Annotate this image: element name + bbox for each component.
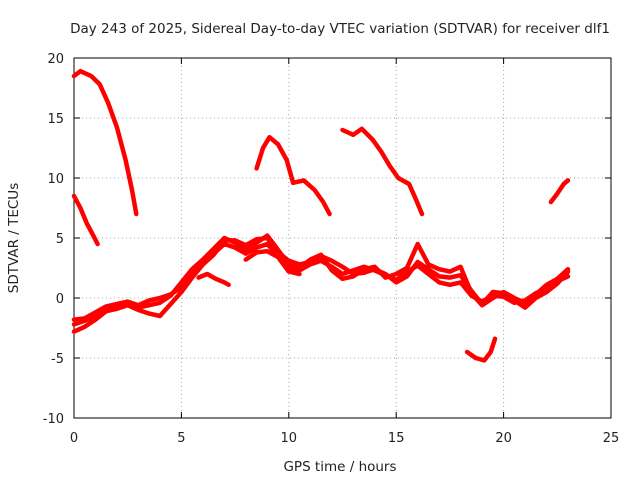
y-tick-label: 0 (56, 292, 64, 307)
axis-ticks: 0 5 10 15 20 25 -10 -5 0 5 10 15 20 (43, 52, 620, 446)
series-arc-k (243, 248, 302, 277)
series-arc-i (71, 233, 571, 327)
grid (74, 58, 611, 418)
x-tick-label: 25 (603, 431, 620, 446)
chart-title: Day 243 of 2025, Sidereal Day-to-day VTE… (70, 21, 610, 37)
x-tick-label: 15 (388, 431, 405, 446)
series-arc-b (71, 193, 100, 247)
x-tick-label: 0 (70, 431, 78, 446)
series-arc-c (254, 134, 332, 217)
x-tick-label: 10 (281, 431, 298, 446)
y-tick-label: -5 (51, 352, 64, 367)
data-series (71, 68, 571, 363)
y-tick-label: -10 (43, 412, 64, 427)
y-tick-label: 15 (47, 112, 64, 127)
series-arc-h (71, 235, 571, 334)
x-tick-label: 5 (177, 431, 185, 446)
series-arc-f (464, 336, 498, 363)
x-tick-label: 20 (495, 431, 512, 446)
series-arc-d (340, 126, 425, 217)
y-tick-label: 5 (56, 232, 64, 247)
series-arc-a (71, 68, 139, 217)
series-arc-j (196, 271, 231, 288)
y-tick-label: 10 (47, 172, 64, 187)
x-axis-title: GPS time / hours (283, 459, 396, 475)
y-tick-label: 20 (47, 52, 64, 67)
y-axis-title: SDTVAR / TECUs (6, 183, 22, 293)
series-arc-e (548, 178, 571, 205)
